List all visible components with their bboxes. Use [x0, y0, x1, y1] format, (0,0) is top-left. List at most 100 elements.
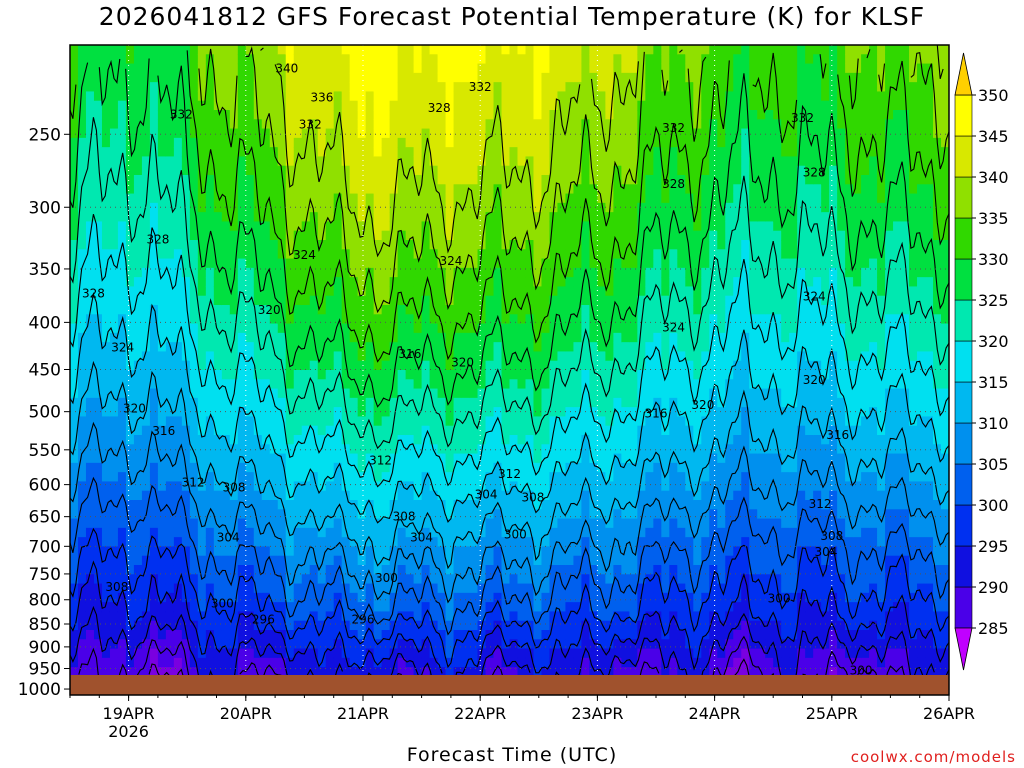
field-cell [261, 630, 271, 640]
field-cell [605, 565, 614, 575]
field-cell [485, 193, 495, 204]
field-cell [629, 295, 638, 306]
field-cell [389, 221, 399, 232]
field-cell [117, 45, 127, 55]
field-cell [165, 648, 175, 659]
field-cell [469, 490, 479, 501]
field-cell [597, 500, 606, 510]
field-cell [605, 258, 614, 269]
field-cell [181, 500, 191, 510]
field-cell [269, 305, 279, 315]
field-cell [397, 119, 407, 130]
field-cell [317, 537, 327, 548]
field-cell [389, 249, 399, 260]
field-cell [389, 82, 399, 93]
field-cell [397, 490, 407, 501]
field-cell [237, 128, 247, 139]
field-cell [197, 258, 207, 269]
field-cell [213, 91, 223, 102]
field-cell [493, 370, 503, 380]
field-cell [509, 611, 519, 622]
field-cell [613, 397, 622, 408]
field-cell [357, 453, 367, 464]
field-cell [389, 500, 399, 510]
field-cell [333, 212, 343, 223]
field-cell [349, 565, 359, 575]
field-cell [477, 314, 487, 325]
field-cell [237, 240, 247, 250]
field-cell [117, 565, 127, 575]
field-cell [453, 481, 463, 492]
field-cell [629, 472, 638, 483]
field-cell [517, 388, 527, 399]
field-cell [357, 360, 367, 371]
field-cell [181, 314, 191, 325]
field-cell [109, 360, 119, 371]
field-cell [373, 212, 383, 223]
field-cell [613, 63, 622, 74]
field-cell [213, 82, 223, 93]
field-cell [541, 444, 551, 455]
field-cell [133, 230, 143, 241]
field-cell [357, 110, 367, 120]
field-cell [253, 462, 263, 473]
field-cell [333, 537, 343, 548]
field-cell [405, 45, 415, 55]
field-cell [277, 527, 287, 538]
field-cell [133, 574, 143, 585]
field-cell [533, 500, 543, 510]
field-cell [365, 444, 375, 455]
field-cell [541, 45, 551, 55]
field-cell [261, 509, 271, 520]
field-cell [277, 147, 287, 158]
field-cell [149, 156, 159, 167]
field-cell [589, 100, 598, 111]
field-cell [349, 500, 359, 510]
field-cell [85, 388, 95, 399]
field-cell [613, 110, 622, 120]
field-cell [557, 620, 567, 631]
field-cell [613, 156, 622, 167]
field-cell [461, 472, 471, 483]
field-cell [517, 611, 527, 622]
field-cell [245, 648, 255, 659]
field-cell [141, 82, 151, 93]
field-cell [365, 490, 375, 501]
field-cell [445, 240, 455, 250]
field-cell [93, 230, 103, 241]
field-cell [405, 425, 415, 436]
field-cell [77, 416, 87, 427]
field-cell [173, 630, 183, 640]
field-cell [629, 583, 638, 594]
field-cell [221, 128, 231, 139]
field-cell [493, 267, 503, 278]
field-cell [525, 435, 535, 445]
field-cell [197, 267, 207, 278]
field-cell [597, 156, 606, 167]
field-cell [445, 657, 455, 668]
field-cell [517, 602, 527, 613]
field-cell [389, 546, 399, 557]
field-cell [77, 583, 87, 594]
field-cell [277, 267, 287, 278]
field-cell [333, 45, 343, 55]
field-cell [277, 648, 287, 659]
field-cell [637, 147, 646, 158]
field-cell [405, 360, 415, 371]
field-cell [293, 657, 303, 668]
field-cell [93, 45, 103, 55]
field-cell [221, 323, 231, 334]
field-cell [309, 314, 319, 325]
field-cell [221, 592, 231, 603]
field-cell [541, 323, 551, 334]
field-cell [165, 72, 175, 83]
field-cell [165, 175, 175, 185]
field-cell [149, 165, 159, 176]
field-cell [413, 639, 423, 650]
field-cell [181, 379, 191, 390]
field-cell [309, 648, 319, 659]
field-cell [317, 137, 327, 148]
field-cell [349, 527, 359, 538]
field-cell [277, 416, 287, 427]
field-cell [453, 314, 463, 325]
